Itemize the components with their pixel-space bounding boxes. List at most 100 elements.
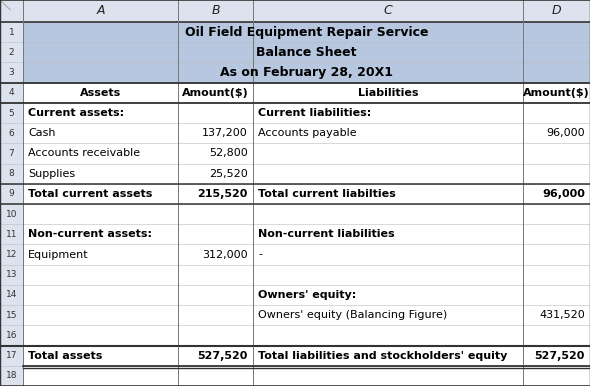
- Text: Total assets: Total assets: [28, 350, 103, 361]
- Text: Non-current liabilities: Non-current liabilities: [258, 229, 395, 239]
- Bar: [178, 42, 253, 63]
- Bar: [23, 0, 178, 22]
- Bar: [253, 63, 523, 83]
- Bar: [178, 285, 253, 305]
- Bar: [178, 83, 253, 103]
- Text: 3: 3: [9, 68, 14, 77]
- Bar: [0, 83, 23, 103]
- Text: Non-current assets:: Non-current assets:: [28, 229, 152, 239]
- Bar: [23, 103, 178, 123]
- Bar: [0, 265, 23, 285]
- Text: Supplies: Supplies: [28, 169, 75, 179]
- Bar: [0, 366, 23, 386]
- Bar: [253, 0, 523, 22]
- Text: Cash: Cash: [28, 128, 55, 138]
- Bar: [523, 42, 590, 63]
- Bar: [523, 123, 590, 143]
- Bar: [178, 325, 253, 345]
- Bar: [23, 83, 178, 103]
- Bar: [178, 265, 253, 285]
- Bar: [253, 305, 523, 325]
- Text: 527,520: 527,520: [198, 350, 248, 361]
- Text: A: A: [96, 5, 105, 17]
- Bar: [523, 83, 590, 103]
- Bar: [523, 325, 590, 345]
- Bar: [0, 0, 23, 22]
- Text: 11: 11: [6, 230, 17, 239]
- Bar: [523, 63, 590, 83]
- Bar: [0, 305, 23, 325]
- Bar: [23, 184, 178, 204]
- Text: 527,520: 527,520: [535, 350, 585, 361]
- Bar: [178, 224, 253, 244]
- Text: Owners' equity (Balancing Figure): Owners' equity (Balancing Figure): [258, 310, 447, 320]
- Bar: [253, 22, 523, 42]
- Text: 4: 4: [9, 88, 14, 97]
- Bar: [523, 224, 590, 244]
- Bar: [0, 63, 23, 83]
- Text: B: B: [211, 5, 220, 17]
- Bar: [0, 285, 23, 305]
- Text: Assets: Assets: [80, 88, 121, 98]
- Bar: [523, 103, 590, 123]
- Text: Equipment: Equipment: [28, 250, 88, 259]
- Text: 16: 16: [6, 331, 17, 340]
- Bar: [253, 224, 523, 244]
- Bar: [178, 164, 253, 184]
- Bar: [23, 345, 178, 366]
- Bar: [23, 22, 178, 42]
- Bar: [253, 204, 523, 224]
- Bar: [0, 22, 23, 42]
- Bar: [178, 143, 253, 164]
- Bar: [23, 265, 178, 285]
- Bar: [523, 204, 590, 224]
- Bar: [523, 244, 590, 265]
- Bar: [178, 123, 253, 143]
- Bar: [178, 63, 253, 83]
- Bar: [23, 305, 178, 325]
- Text: 13: 13: [6, 270, 17, 279]
- Bar: [178, 184, 253, 204]
- Bar: [0, 244, 23, 265]
- Text: C: C: [384, 5, 392, 17]
- Text: 8: 8: [9, 169, 14, 178]
- Bar: [178, 345, 253, 366]
- Text: D: D: [552, 5, 561, 17]
- Bar: [0, 184, 23, 204]
- Bar: [178, 305, 253, 325]
- Bar: [253, 244, 523, 265]
- Bar: [23, 63, 178, 83]
- Bar: [23, 123, 178, 143]
- Text: Accounts payable: Accounts payable: [258, 128, 356, 138]
- Bar: [523, 22, 590, 42]
- Bar: [253, 184, 523, 204]
- Text: 52,800: 52,800: [209, 149, 248, 158]
- Text: 137,200: 137,200: [202, 128, 248, 138]
- Text: 215,520: 215,520: [198, 189, 248, 199]
- Bar: [23, 366, 178, 386]
- Text: 7: 7: [9, 149, 14, 158]
- Text: As on February 28, 20X1: As on February 28, 20X1: [220, 66, 393, 79]
- Bar: [253, 285, 523, 305]
- Text: Balance Sheet: Balance Sheet: [256, 46, 357, 59]
- Bar: [523, 345, 590, 366]
- Bar: [253, 42, 523, 63]
- Bar: [0, 325, 23, 345]
- Bar: [178, 103, 253, 123]
- Bar: [0, 224, 23, 244]
- Bar: [0, 103, 23, 123]
- Bar: [523, 184, 590, 204]
- Text: 96,000: 96,000: [542, 189, 585, 199]
- Bar: [23, 224, 178, 244]
- Bar: [253, 164, 523, 184]
- Text: 96,000: 96,000: [546, 128, 585, 138]
- Text: Total current assets: Total current assets: [28, 189, 152, 199]
- Bar: [253, 143, 523, 164]
- Text: Owners' equity:: Owners' equity:: [258, 290, 356, 300]
- Bar: [178, 244, 253, 265]
- Text: 12: 12: [6, 250, 17, 259]
- Text: Total liabilities and stockholders' equity: Total liabilities and stockholders' equi…: [258, 350, 507, 361]
- Text: 6: 6: [9, 129, 14, 138]
- Bar: [523, 265, 590, 285]
- Text: 9: 9: [9, 190, 14, 198]
